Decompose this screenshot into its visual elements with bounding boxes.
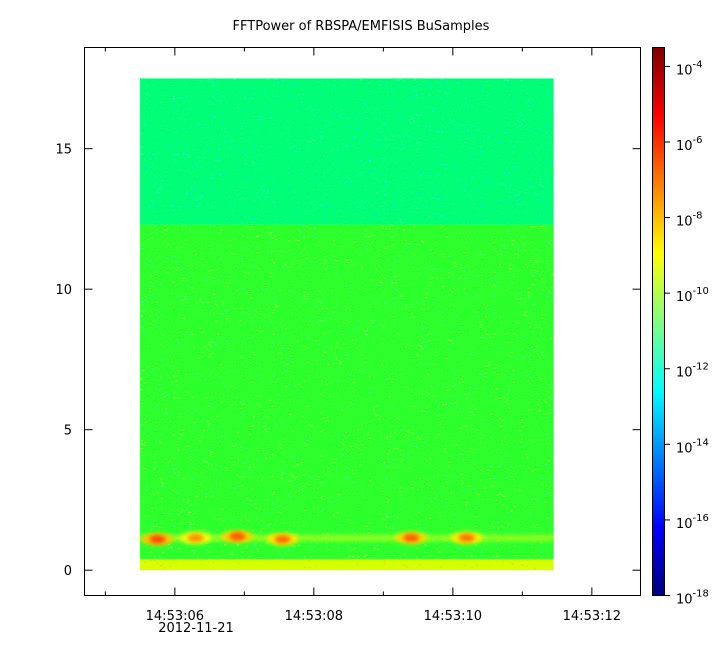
burst-5 bbox=[450, 531, 483, 544]
colorbar-label--6: 10-6 bbox=[676, 135, 703, 154]
colorbar-axis: 10-4 10-6 10-8 10-10 10-12 10-14 10-16 10-18 bbox=[664, 59, 709, 608]
spectrogram-band-0 bbox=[140, 78, 554, 225]
burst-0 bbox=[141, 533, 174, 546]
colorbar-label--10: 10-10 bbox=[676, 286, 709, 305]
burst-layer bbox=[140, 530, 554, 546]
burst-4 bbox=[395, 531, 428, 544]
x-tick-label-14:53:08: 14:53:08 bbox=[285, 609, 343, 624]
colorbar-label--4: 10-4 bbox=[676, 59, 703, 78]
colorbar-label--18: 10-18 bbox=[676, 589, 709, 608]
y-axis: 0 5 10 15 bbox=[55, 143, 641, 579]
y-tick-label-5: 5 bbox=[64, 424, 72, 439]
x-tick-label-14:53:10: 14:53:10 bbox=[424, 609, 482, 624]
colorbar bbox=[652, 47, 665, 596]
x-date-label: 2012-11-21 bbox=[158, 621, 234, 636]
burst-1 bbox=[179, 531, 212, 544]
colorbar-label--12: 10-12 bbox=[676, 362, 709, 381]
x-axis: 14:53:06 14:53:08 14:53:10 14:53:12 bbox=[104, 47, 621, 624]
colorbar-label--16: 10-16 bbox=[676, 513, 709, 532]
spectrogram-band-1 bbox=[140, 224, 554, 559]
burst-band bbox=[140, 534, 554, 541]
x-tick-label-14:53:12: 14:53:12 bbox=[563, 609, 621, 624]
spectrogram bbox=[140, 78, 554, 571]
colorbar-label--14: 10-14 bbox=[676, 437, 709, 456]
burst-2 bbox=[221, 530, 254, 543]
chart-title: FFTPower of RBSPA/EMFISIS BuSamples bbox=[233, 19, 490, 34]
y-tick-label-10: 10 bbox=[55, 283, 72, 298]
x-tick-label-14:53:06: 14:53:06 bbox=[146, 609, 204, 624]
y-tick-label-0: 0 bbox=[64, 564, 72, 579]
colorbar-label--8: 10-8 bbox=[676, 211, 703, 230]
burst-3 bbox=[266, 533, 299, 546]
y-tick-label-15: 15 bbox=[55, 143, 72, 158]
spectrogram-band-2 bbox=[140, 558, 554, 571]
